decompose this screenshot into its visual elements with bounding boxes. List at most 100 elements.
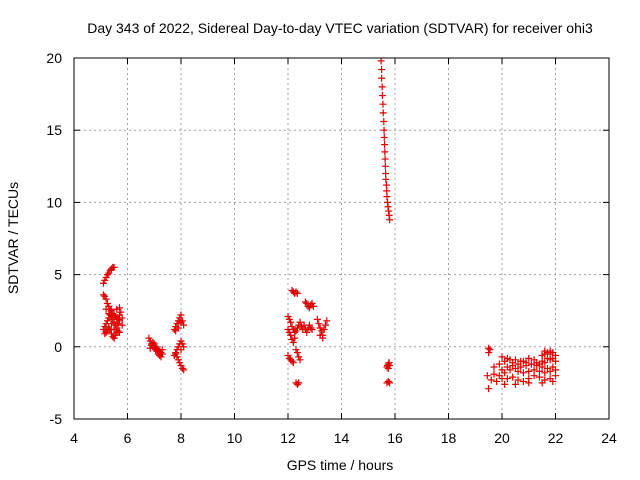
data-point — [293, 289, 301, 297]
data-point — [519, 369, 527, 377]
data-point — [378, 74, 386, 82]
data-point — [378, 83, 386, 91]
axis-ticks: 4 6 8 10 12 14 16 18 20 22 24 -5 0 5 10 15 20 — [46, 50, 617, 446]
data-point — [525, 379, 533, 387]
data-point — [287, 318, 295, 326]
x-tick-label: 14 — [334, 430, 350, 446]
data-point — [493, 377, 501, 385]
data-point — [378, 92, 386, 100]
data-point — [509, 373, 517, 381]
data-point — [307, 324, 315, 332]
data-point — [490, 363, 498, 371]
data-point — [178, 364, 186, 372]
data-point — [105, 324, 113, 332]
data-point — [118, 321, 126, 329]
data-point — [381, 162, 389, 170]
x-tick-label: 20 — [494, 430, 510, 446]
data-point — [323, 317, 331, 325]
data-point — [538, 379, 546, 387]
chart-title: Day 343 of 2022, Sidereal Day-to-day VTE… — [87, 20, 593, 36]
data-point — [509, 359, 517, 367]
data-point — [174, 324, 182, 332]
data-point — [105, 310, 113, 318]
data-point — [114, 327, 122, 335]
data-point — [525, 367, 533, 375]
data-point — [303, 328, 311, 336]
data-point — [503, 363, 511, 371]
data-point — [498, 353, 506, 361]
data-point — [511, 380, 519, 388]
data-point — [177, 346, 185, 354]
data-point — [172, 350, 180, 358]
data-point — [530, 366, 538, 374]
data-point — [379, 109, 387, 117]
data-point — [535, 360, 543, 368]
data-point — [386, 216, 394, 224]
data-point — [149, 338, 157, 346]
data-point — [546, 356, 554, 364]
data-point — [177, 318, 185, 326]
data-point — [309, 302, 317, 310]
data-point — [99, 291, 107, 299]
data-point — [380, 118, 388, 126]
data-point — [106, 311, 114, 319]
data-point — [296, 356, 304, 364]
data-point — [380, 126, 388, 134]
data-point — [503, 375, 511, 383]
data-point — [377, 57, 385, 65]
data-point — [102, 328, 110, 336]
data-point — [527, 360, 535, 368]
plot-frame — [73, 57, 610, 420]
data-point — [525, 354, 533, 362]
data-point — [501, 380, 509, 388]
data-point — [156, 347, 164, 355]
data-point — [117, 308, 125, 316]
x-tick-label: 12 — [280, 430, 296, 446]
data-point — [541, 369, 549, 377]
data-point — [115, 304, 123, 312]
x-tick-label: 18 — [441, 430, 457, 446]
data-points — [99, 57, 559, 393]
data-point — [379, 100, 387, 108]
data-point — [157, 349, 165, 357]
data-point — [519, 357, 527, 365]
data-point — [287, 331, 295, 339]
data-point — [308, 325, 316, 333]
data-point — [386, 379, 394, 387]
data-point — [289, 338, 297, 346]
data-point — [384, 364, 392, 372]
data-point — [293, 380, 301, 388]
data-point — [118, 314, 126, 322]
data-point — [289, 359, 297, 367]
data-point — [292, 288, 300, 296]
data-point — [485, 385, 493, 393]
data-point — [321, 321, 329, 329]
data-point — [503, 354, 511, 362]
data-point — [546, 367, 554, 375]
x-tick-label: 6 — [124, 430, 132, 446]
data-point — [313, 315, 321, 323]
data-point — [485, 349, 493, 357]
x-axis-label: GPS time / hours — [287, 457, 394, 473]
data-point — [102, 305, 110, 313]
data-point — [514, 367, 522, 375]
data-point — [514, 376, 522, 384]
data-point — [114, 320, 122, 328]
x-tick-label: 22 — [548, 430, 564, 446]
x-tick-label: 24 — [601, 430, 617, 446]
data-point — [552, 351, 559, 359]
data-point — [177, 311, 185, 319]
data-point — [541, 359, 549, 367]
data-point — [549, 377, 557, 385]
x-tick-label: 8 — [177, 430, 185, 446]
data-point — [384, 377, 392, 385]
data-point — [102, 295, 110, 303]
data-point — [530, 356, 538, 364]
data-point — [535, 367, 543, 375]
data-point — [552, 366, 559, 374]
data-point — [110, 263, 118, 271]
data-point — [110, 325, 118, 333]
data-point — [291, 334, 299, 342]
y-tick-label: 0 — [54, 339, 62, 355]
